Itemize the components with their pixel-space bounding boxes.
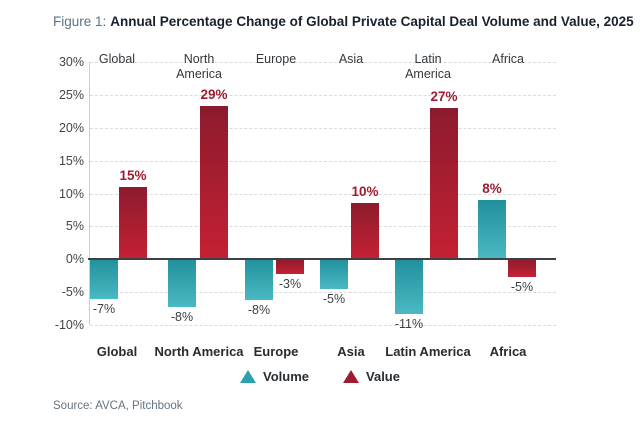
- value-bar-africa: [508, 259, 536, 277]
- top-category-label-north-america: North America: [176, 52, 222, 81]
- value-label-africa: -5%: [510, 280, 534, 294]
- volume-bar-asia: [320, 259, 348, 289]
- value-bar-north-america: [200, 106, 228, 260]
- x-axis-zero-line: [88, 258, 556, 261]
- value-bar-latin-america: [430, 108, 458, 260]
- volume-label-global: -7%: [92, 301, 116, 316]
- x-axis-label-latin-america: Latin America: [385, 344, 471, 359]
- gridline--5: [90, 292, 556, 294]
- source-text: Source: AVCA, Pitchbook: [53, 400, 183, 412]
- legend-item-value: Value: [343, 369, 400, 384]
- value-label-latin-america: 27%: [430, 89, 458, 105]
- x-axis-label-africa: Africa: [489, 344, 527, 359]
- gridline-15: [90, 160, 556, 162]
- x-axis-label-global: Global: [96, 344, 138, 359]
- volume-label-latin-america: -11%: [394, 317, 424, 332]
- gridline-10: [90, 193, 556, 195]
- y-tick-label-5: 5%: [65, 219, 84, 234]
- value-label-global: 15%: [119, 167, 147, 183]
- gridline-5: [90, 226, 556, 228]
- volume-legend-triangle-icon: [240, 370, 257, 383]
- top-category-label-europe: Europe: [255, 52, 297, 66]
- value-label-north-america: 29%: [200, 87, 228, 103]
- value-legend-triangle-icon: [343, 370, 360, 383]
- x-axis-label-north-america: North America: [154, 344, 244, 359]
- volume-bar-global: [90, 259, 118, 299]
- legend-label-volume: Volume: [263, 369, 310, 384]
- figure-title: Figure 1: Annual Percentage Change of Glo…: [53, 14, 634, 29]
- volume-bar-africa: [478, 200, 506, 260]
- x-axis-label-europe: Europe: [253, 344, 299, 359]
- top-category-label-latin-america: Latin America: [405, 52, 451, 81]
- gridline-25: [90, 94, 556, 96]
- top-category-label-asia: Asia: [338, 52, 364, 66]
- y-axis-line: [89, 62, 90, 325]
- value-label-asia: 10%: [351, 183, 379, 199]
- top-category-label-africa: Africa: [492, 52, 524, 66]
- y-tick-label-10: 10%: [58, 186, 84, 201]
- legend: Volume Value: [0, 369, 640, 384]
- volume-label-north-america: -8%: [170, 309, 194, 324]
- top-category-label-global: Global: [98, 52, 136, 66]
- value-bar-europe: [276, 259, 304, 275]
- volume-label-africa: 8%: [482, 181, 502, 197]
- gridline--10: [90, 325, 556, 326]
- y-tick-label-25: 25%: [58, 87, 84, 102]
- y-tick-label-15: 15%: [58, 153, 84, 168]
- volume-label-europe: -8%: [247, 303, 271, 317]
- y-tick-label-30: 30%: [58, 55, 84, 69]
- figure-label: Figure 1:: [53, 14, 107, 29]
- value-bar-asia: [351, 202, 379, 260]
- volume-bar-europe: [245, 259, 273, 300]
- volume-bar-latin-america: [395, 259, 423, 315]
- figure-title-text: Annual Percentage Change of Global Priva…: [110, 14, 634, 29]
- legend-label-value: Value: [366, 369, 400, 384]
- gridline-20: [90, 127, 556, 129]
- x-axis-label-asia: Asia: [337, 344, 365, 359]
- legend-item-volume: Volume: [240, 369, 309, 384]
- y-tick-label-0: 0%: [65, 252, 84, 267]
- y-tick-label--10: -10%: [54, 318, 84, 332]
- gridline-30: [90, 62, 556, 63]
- y-tick-label--5: -5%: [61, 285, 84, 300]
- volume-bar-north-america: [168, 259, 196, 307]
- volume-label-asia: -5%: [322, 291, 346, 306]
- value-bar-global: [119, 186, 147, 260]
- value-label-europe: -3%: [278, 277, 302, 292]
- y-tick-label-20: 20%: [58, 120, 84, 135]
